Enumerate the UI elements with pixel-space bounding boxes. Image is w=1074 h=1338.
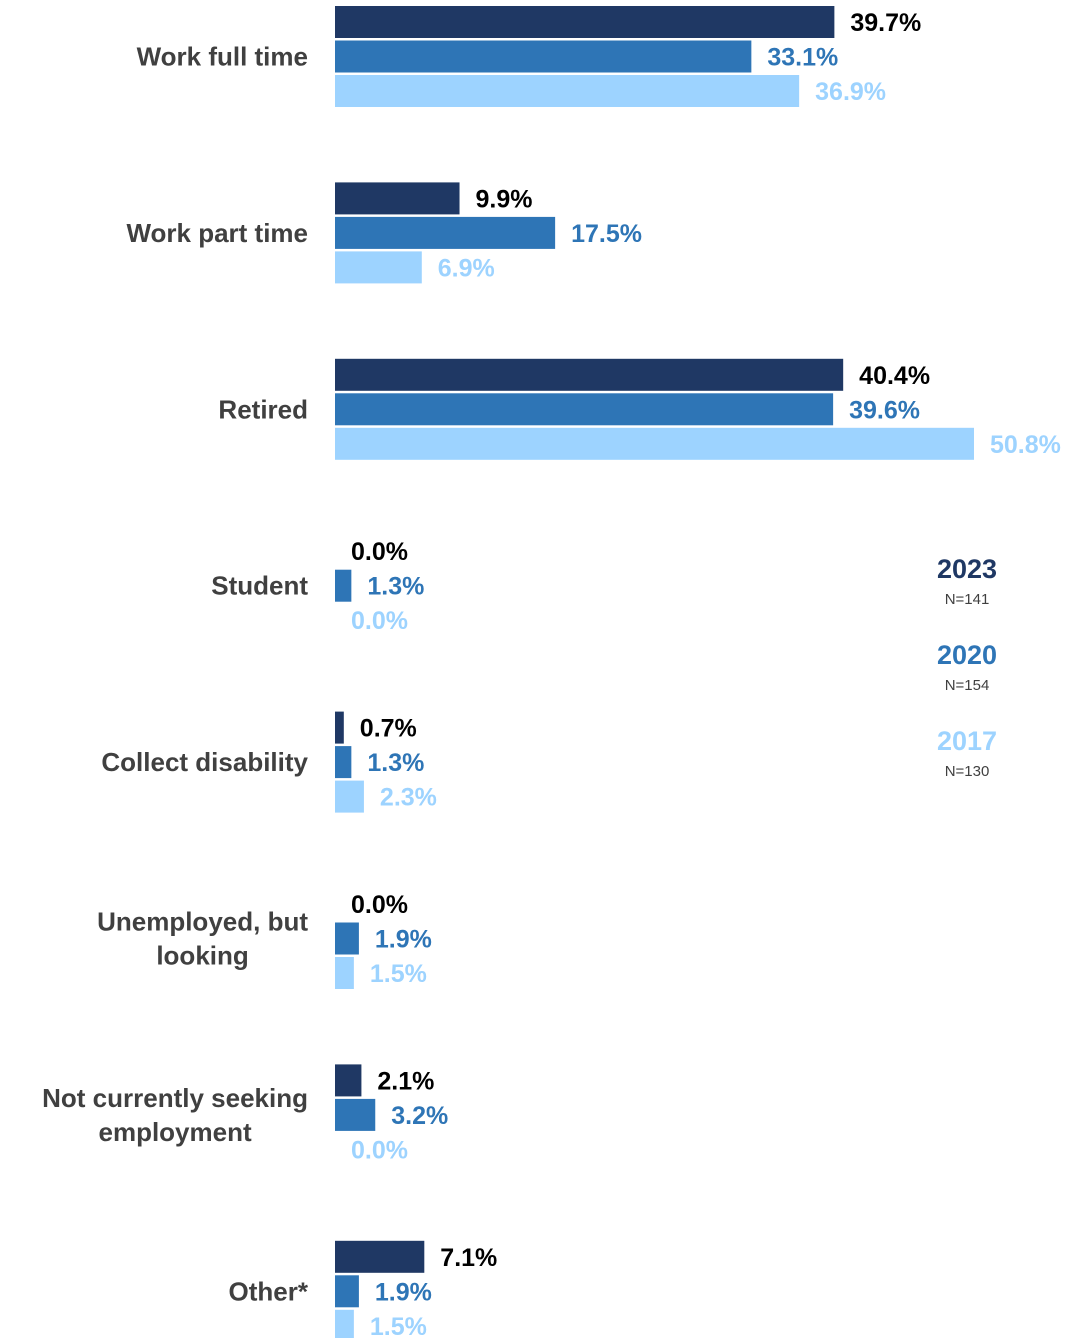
- value-label-collect-disability-2020: 1.3%: [367, 749, 424, 777]
- bar-collect-disability-2023: [335, 711, 344, 744]
- value-label-work-part-time-2020: 17.5%: [571, 220, 642, 248]
- bar-work-part-time-2023: [335, 182, 460, 215]
- bar-collect-disability-2017: [335, 780, 364, 813]
- value-label-other-2023: 7.1%: [440, 1244, 497, 1272]
- bar-not-currently-seeking-employment-2023: [335, 1064, 362, 1097]
- bar-not-currently-seeking-employment-2020: [335, 1098, 376, 1131]
- value-label-retired-2020: 39.6%: [849, 396, 920, 424]
- category-labels: Work full time Work part time Retired Stude…: [42, 42, 309, 1307]
- legend: 2023 N=141 2020 N=154 2017 N=130: [937, 554, 997, 780]
- legend-year-2020: 2020: [937, 640, 997, 670]
- value-label-other-2017: 1.5%: [370, 1313, 427, 1338]
- category-label-work-part-time: Work part time: [126, 218, 308, 248]
- value-label-not-currently-seeking-employment-2017: 0.0%: [351, 1136, 408, 1164]
- category-label-student: Student: [211, 571, 308, 601]
- value-label-not-currently-seeking-employment-2023: 2.1%: [377, 1067, 434, 1095]
- value-label-collect-disability-2023: 0.7%: [360, 715, 417, 743]
- legend-year-2023: 2023: [937, 554, 997, 584]
- bars-group: [335, 6, 974, 1338]
- category-label-retired: Retired: [218, 394, 308, 424]
- category-label-not-currently-seeking-employment-line1: Not currently seeking: [42, 1083, 308, 1113]
- legend-n-2020: N=154: [945, 677, 990, 694]
- bar-other-2020: [335, 1275, 359, 1308]
- value-label-work-full-time-2023: 39.7%: [850, 9, 921, 37]
- value-label-student-2020: 1.3%: [367, 573, 424, 601]
- category-label-other: Other*: [229, 1276, 309, 1306]
- bar-unemployed-but-looking-2020: [335, 922, 359, 955]
- value-label-student-2017: 0.0%: [351, 607, 408, 635]
- category-label-collect-disability: Collect disability: [101, 747, 308, 777]
- value-label-retired-2017: 50.8%: [990, 431, 1061, 459]
- value-label-work-part-time-2017: 6.9%: [438, 254, 495, 282]
- value-label-work-full-time-2020: 33.1%: [767, 44, 838, 72]
- bar-work-part-time-2020: [335, 216, 556, 249]
- value-label-retired-2023: 40.4%: [859, 362, 930, 390]
- bar-collect-disability-2020: [335, 746, 352, 779]
- category-label-unemployed-but-looking-line1: Unemployed, but: [97, 907, 308, 937]
- bar-retired-2023: [335, 358, 844, 391]
- value-label-not-currently-seeking-employment-2020: 3.2%: [391, 1102, 448, 1130]
- bar-work-full-time-2020: [335, 40, 752, 73]
- value-label-collect-disability-2017: 2.3%: [380, 784, 437, 812]
- value-labels: 39.7% 33.1% 36.9% 9.9% 17.5% 6.9% 40.4% 39.6% 50…: [351, 9, 1061, 1338]
- bar-other-2017: [335, 1309, 354, 1338]
- bar-work-full-time-2023: [335, 6, 835, 38]
- value-label-work-part-time-2023: 9.9%: [476, 185, 533, 213]
- value-label-work-full-time-2017: 36.9%: [815, 78, 886, 106]
- bar-student-2020: [335, 569, 352, 602]
- bar-work-part-time-2017: [335, 251, 422, 284]
- legend-year-2017: 2017: [937, 726, 997, 756]
- value-label-unemployed-but-looking-2020: 1.9%: [375, 926, 432, 954]
- bar-unemployed-but-looking-2017: [335, 957, 354, 989]
- value-label-other-2020: 1.9%: [375, 1278, 432, 1306]
- legend-n-2023: N=141: [945, 591, 990, 608]
- bar-retired-2017: [335, 427, 974, 460]
- value-label-unemployed-but-looking-2023: 0.0%: [351, 891, 408, 919]
- value-label-unemployed-but-looking-2017: 1.5%: [370, 960, 427, 988]
- legend-n-2017: N=130: [945, 763, 990, 780]
- bar-other-2023: [335, 1240, 425, 1273]
- category-label-unemployed-but-looking-line2: looking: [156, 941, 248, 971]
- bar-retired-2020: [335, 393, 834, 426]
- bar-work-full-time-2017: [335, 75, 800, 107]
- value-label-student-2023: 0.0%: [351, 538, 408, 566]
- category-label-work-full-time: Work full time: [137, 42, 308, 72]
- category-label-not-currently-seeking-employment-line2: employment: [98, 1117, 251, 1147]
